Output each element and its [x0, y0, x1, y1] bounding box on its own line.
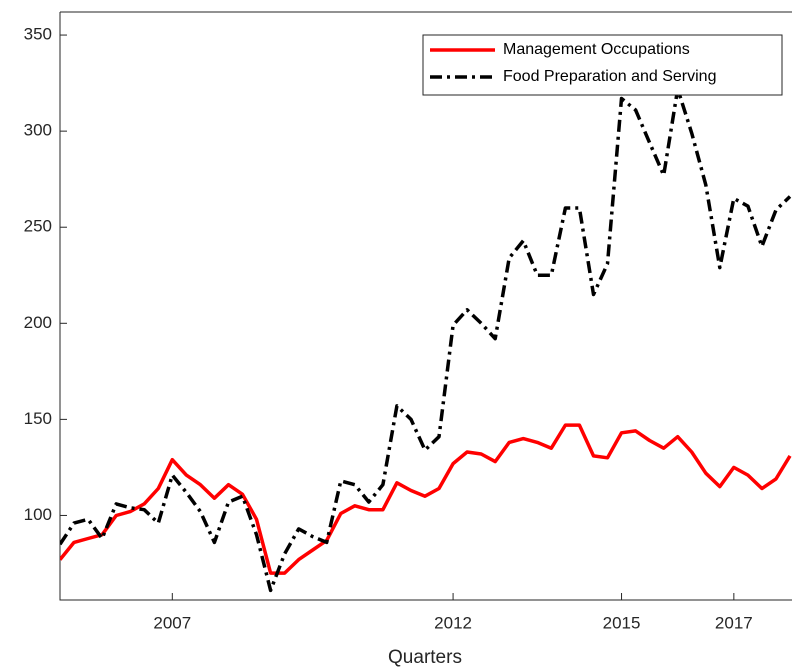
legend-box	[422, 34, 783, 96]
x-tick-label: 2017	[715, 613, 753, 632]
series-line	[60, 423, 792, 575]
y-tick-label: 250	[24, 217, 52, 236]
x-tick-label: 2007	[153, 613, 191, 632]
series-line	[60, 87, 792, 593]
y-tick-label: 350	[24, 25, 52, 44]
y-tick-label: 200	[24, 313, 52, 332]
legend-label: Food Preparation and Serving	[503, 68, 716, 85]
legend-label: Management Occupations	[503, 41, 690, 58]
y-tick-label: 300	[24, 121, 52, 140]
x-axis-label: Quarters	[388, 647, 462, 668]
x-tick-label: 2015	[603, 613, 641, 632]
x-tick-label: 2012	[434, 613, 472, 632]
plot-area	[60, 87, 792, 593]
y-tick-label: 100	[24, 505, 52, 524]
axis-line	[59, 12, 792, 601]
y-tick-label: 150	[24, 409, 52, 428]
